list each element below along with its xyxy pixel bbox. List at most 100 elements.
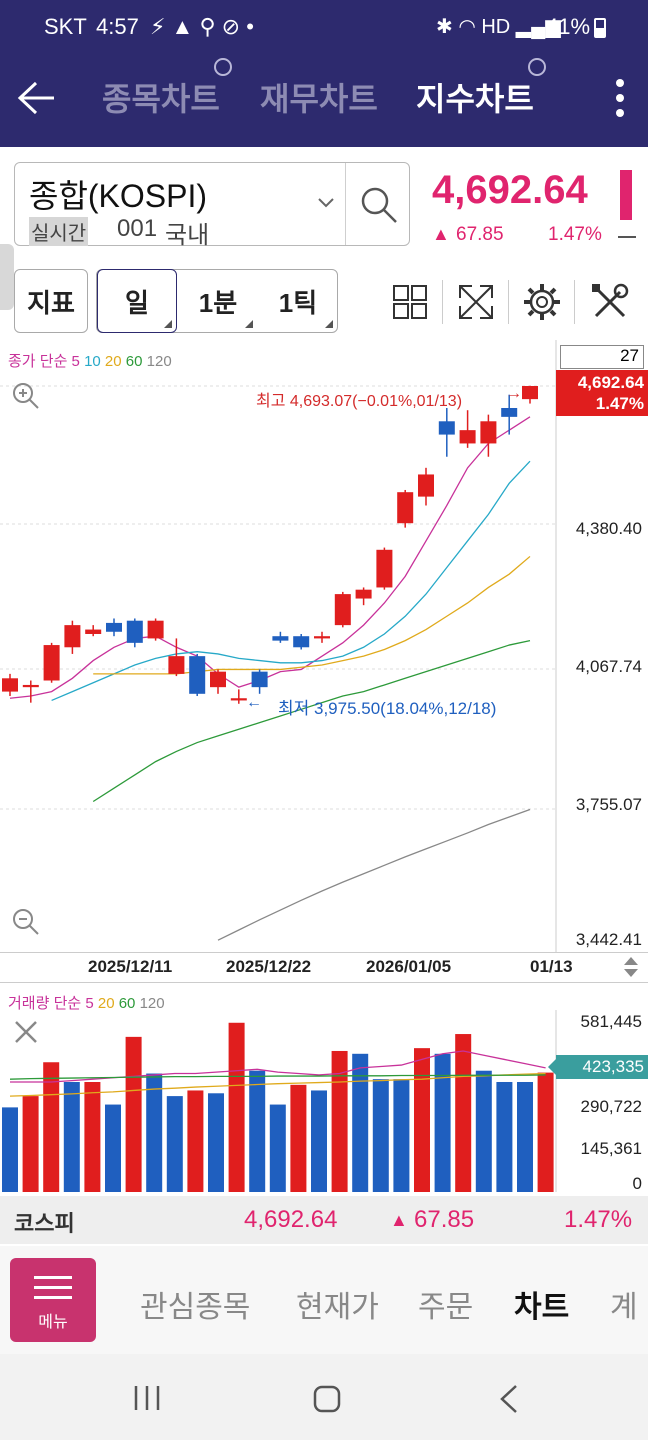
- candle-body: [168, 656, 185, 674]
- period-day-label: 일: [125, 287, 149, 318]
- mini-candle-icon: [620, 170, 632, 220]
- period-tick-button[interactable]: 1틱: [259, 270, 337, 332]
- ma-legend-60: 60: [125, 353, 143, 370]
- vol-y-tick: 145,361: [580, 1139, 642, 1158]
- divider: [508, 280, 509, 324]
- symbol-code: 001: [117, 215, 158, 242]
- candle-body: [438, 421, 455, 435]
- mini-candle-base: [618, 236, 636, 238]
- volume-bar: [455, 1034, 472, 1192]
- nav-current-price[interactable]: 현재가: [296, 1291, 379, 1324]
- volume-ma-legend: 거래량 단순 5 20 60 120: [8, 992, 165, 1013]
- vol-y-tick: 581,445: [580, 1012, 642, 1031]
- volume-bar: [331, 1050, 348, 1192]
- more-menu-icon[interactable]: [614, 78, 626, 118]
- candle-body: [106, 622, 122, 632]
- current-volume-tag: 423,335: [556, 1055, 648, 1079]
- bluetooth-wifi-signal-icons: ✱ ◠ HD ▂▄▆: [436, 16, 561, 38]
- volume-tag-pointer: [548, 1059, 556, 1075]
- nav-order[interactable]: 주문: [418, 1291, 474, 1324]
- up-triangle-icon: ▲: [432, 224, 450, 244]
- volume-bar: [22, 1096, 39, 1192]
- ma-legend-10: 10: [84, 353, 101, 370]
- panel-divider: [0, 982, 648, 983]
- divider: [574, 280, 575, 324]
- scroll-updown-icon[interactable]: [622, 955, 640, 979]
- candle-body: [147, 620, 164, 639]
- vol-legend-20: 20: [97, 995, 115, 1012]
- ma-legend-20: 20: [104, 353, 122, 370]
- chevron-down-icon[interactable]: [317, 197, 335, 209]
- vol-legend-120: 120: [139, 995, 165, 1012]
- volume-bar: [166, 1096, 183, 1192]
- period-minute-button[interactable]: 1분: [179, 270, 257, 332]
- indicator-button[interactable]: 지표: [14, 269, 88, 333]
- current-price: 4,692.64: [432, 168, 588, 212]
- symbol-name: 종합(KOSPI): [29, 178, 208, 214]
- price-ma-legend: 종가 단순 5 10 20 60 120: [8, 350, 172, 371]
- volume-bar: [84, 1081, 101, 1192]
- period-group: 일 1분 1틱: [96, 269, 338, 333]
- zoom-out-icon[interactable]: [10, 906, 42, 938]
- carrier-label: SKT: [44, 14, 87, 39]
- candle-body: [397, 492, 414, 524]
- nav-watchlist[interactable]: 관심종목: [140, 1291, 251, 1324]
- menu-button[interactable]: 메뉴: [10, 1258, 96, 1342]
- low-annotation: 최저 3,975.50(18.04%,12/18): [278, 699, 497, 718]
- candle-body: [293, 636, 310, 648]
- volume-bar: [290, 1084, 307, 1192]
- market-label: 국내: [165, 222, 210, 249]
- volume-bar: [414, 1048, 430, 1192]
- menu-label: 메뉴: [38, 1314, 68, 1331]
- side-drawer-handle[interactable]: [0, 244, 14, 310]
- candle-body: [314, 636, 330, 639]
- ma-line-60: [92, 639, 531, 803]
- summary-change-pct: 1.47%: [564, 1206, 633, 1233]
- bottom-nav: [0, 1246, 648, 1354]
- battery-level: 41%: [546, 14, 591, 39]
- zoom-in-icon[interactable]: [10, 380, 42, 412]
- candle-body: [251, 671, 268, 688]
- home-icon[interactable]: [312, 1384, 342, 1414]
- candle-body: [376, 549, 393, 588]
- volume-chart[interactable]: [0, 1010, 648, 1196]
- recent-apps-icon[interactable]: [132, 1384, 162, 1412]
- hamburger-icon: [34, 1276, 72, 1279]
- tab-financial-chart[interactable]: 재무차트: [260, 81, 378, 117]
- gear-icon[interactable]: [522, 282, 562, 322]
- system-nav-bar: [0, 1354, 648, 1440]
- vol-y-tick: 290,722: [580, 1097, 642, 1116]
- ma-line-120: [217, 808, 531, 941]
- volume-bar: [434, 1053, 451, 1192]
- candle-body: [480, 421, 497, 444]
- indicator-label: 지표: [27, 287, 75, 318]
- back-arrow-icon[interactable]: [16, 80, 56, 116]
- candle-body: [334, 594, 351, 626]
- layout-grid-icon[interactable]: [392, 284, 428, 320]
- corner-triangle-icon: [325, 320, 333, 328]
- back-icon[interactable]: [498, 1384, 520, 1414]
- period-day-button[interactable]: 일: [97, 269, 177, 333]
- volume-bar: [146, 1073, 163, 1192]
- close-icon[interactable]: [12, 1018, 40, 1046]
- tab-stock-chart[interactable]: 종목차트: [102, 81, 220, 117]
- symbol-selector[interactable]: 종합(KOSPI) 실시간 001 국내: [14, 162, 410, 249]
- summary-price: 4,692.64: [244, 1206, 338, 1233]
- nav-account[interactable]: 계: [610, 1291, 638, 1324]
- divider: [345, 163, 346, 245]
- corner-triangle-icon: [164, 320, 172, 328]
- x-tick-label: 2025/12/11: [88, 957, 173, 976]
- corner-triangle-icon: [245, 320, 253, 328]
- up-triangle-icon: ▲: [390, 1210, 408, 1230]
- ma-line-20: [93, 555, 531, 675]
- volume-ma-line-60: [9, 1074, 546, 1080]
- count-box: 27: [560, 345, 644, 369]
- price-chart[interactable]: [0, 340, 648, 955]
- nav-chart[interactable]: 차트: [514, 1291, 570, 1324]
- search-icon[interactable]: [359, 185, 399, 225]
- tools-icon[interactable]: [590, 282, 630, 322]
- tab-index-chart[interactable]: 지수차트: [416, 81, 534, 117]
- fullscreen-expand-icon[interactable]: [456, 282, 496, 322]
- vol-y-tick: 0: [632, 1174, 642, 1193]
- ma-legend-120: 120: [146, 353, 172, 370]
